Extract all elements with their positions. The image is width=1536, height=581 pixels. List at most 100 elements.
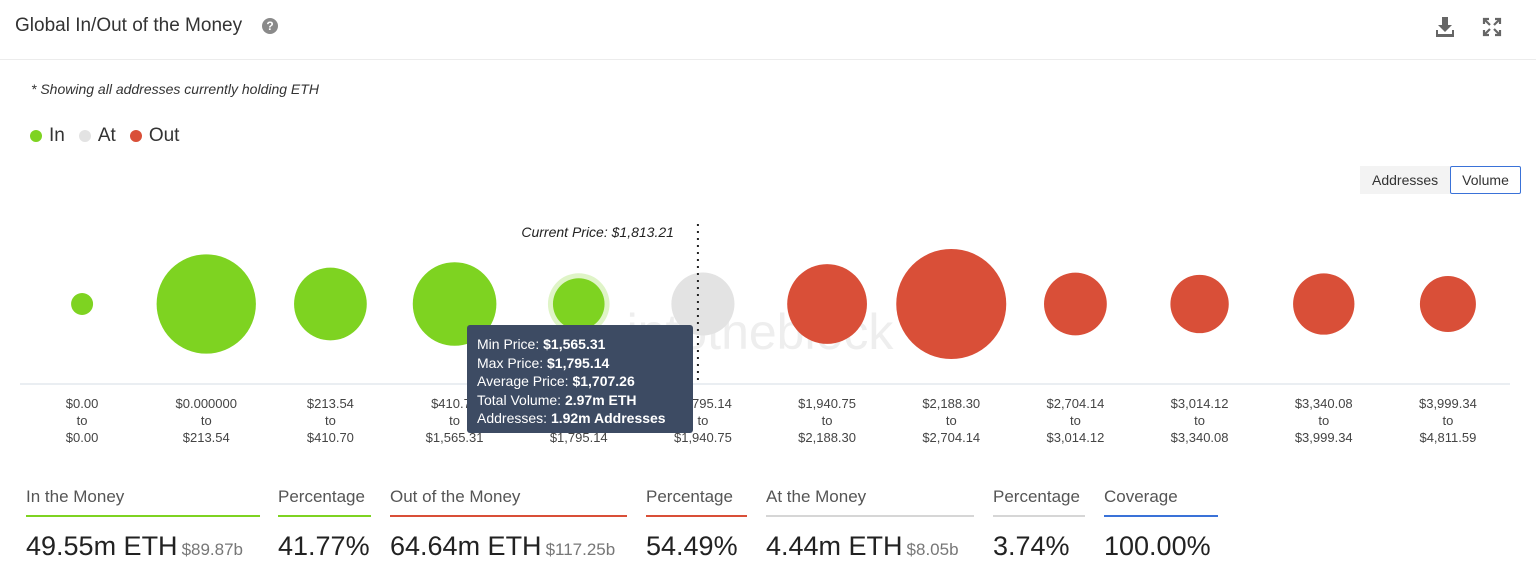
tooltip-avg-label: Average Price: xyxy=(477,373,569,389)
stat-label: Percentage xyxy=(993,484,1085,510)
stat-sub-value: $117.25b xyxy=(546,540,616,559)
legend-item-at[interactable]: At xyxy=(79,125,116,147)
download-icon xyxy=(1433,15,1457,39)
legend: In At Out xyxy=(30,124,179,148)
view-toggle: Addresses Volume xyxy=(1360,166,1521,194)
stat-sub-value: $8.05b xyxy=(907,540,959,559)
in-dot-icon xyxy=(30,130,42,142)
stat-sub-value: $89.87b xyxy=(182,540,243,559)
bubble-in[interactable] xyxy=(157,254,256,353)
bubble-out[interactable] xyxy=(1293,273,1354,334)
tick-label: to xyxy=(449,413,460,428)
tick-label: $2,704.14 xyxy=(1046,396,1104,411)
tooltip-vol-row: Total Volume: 2.97m ETH xyxy=(477,391,683,410)
stat-value-row: 49.55m ETH $89.87b xyxy=(26,531,260,562)
tick-label: to xyxy=(325,413,336,428)
stat-in-percentage: Percentage 41.77% xyxy=(278,484,371,562)
stat-label: Out of the Money xyxy=(390,484,627,510)
legend-label-out: Out xyxy=(149,125,180,147)
stat-value: 64.64m ETH xyxy=(390,531,542,561)
tooltip-min-value: $1,565.31 xyxy=(543,336,605,352)
stat-bar xyxy=(993,515,1085,517)
tick-label: $0.00 xyxy=(66,430,99,445)
stat-label: In the Money xyxy=(26,484,260,510)
stat-value: 4.44m ETH xyxy=(766,531,903,561)
stat-out-percentage: Percentage 54.49% xyxy=(646,484,747,562)
tick-label: to xyxy=(1194,413,1205,428)
tooltip-max-row: Max Price: $1,795.14 xyxy=(477,354,683,373)
legend-label-at: At xyxy=(98,125,116,147)
stat-value-row: 64.64m ETH $117.25b xyxy=(390,531,627,562)
tick-label: $3,340.08 xyxy=(1171,430,1229,445)
out-dot-icon xyxy=(130,130,142,142)
tooltip-addr-row: Addresses: 1.92m Addresses xyxy=(477,409,683,428)
stat-value: 41.77% xyxy=(278,531,371,562)
tooltip-avg-row: Average Price: $1,707.26 xyxy=(477,372,683,391)
chart-tooltip: Min Price: $1,565.31 Max Price: $1,795.1… xyxy=(467,325,693,433)
tick-label: to xyxy=(1318,413,1329,428)
bubble-out[interactable] xyxy=(1170,275,1228,333)
tick-label: $2,188.30 xyxy=(798,430,856,445)
tick-label: $213.54 xyxy=(307,396,354,411)
help-icon[interactable]: ? xyxy=(262,18,278,34)
stat-bar xyxy=(390,515,627,517)
bubble-in[interactable] xyxy=(71,293,93,315)
page-title: Global In/Out of the Money xyxy=(15,15,242,37)
stat-bar xyxy=(278,515,371,517)
bubble-out[interactable] xyxy=(1420,276,1476,332)
stat-value: 100.00% xyxy=(1104,531,1218,562)
tick-label: $2,704.14 xyxy=(922,430,980,445)
volume-toggle-button[interactable]: Volume xyxy=(1450,166,1521,194)
stat-value: 49.55m ETH xyxy=(26,531,178,561)
tick-label: $213.54 xyxy=(183,430,230,445)
tick-label: $3,014.12 xyxy=(1046,430,1104,445)
bubble-out[interactable] xyxy=(896,249,1006,359)
tooltip-min-label: Min Price: xyxy=(477,336,539,352)
bubble-out[interactable] xyxy=(1044,273,1107,336)
tick-label: to xyxy=(1442,413,1453,428)
addresses-toggle-button[interactable]: Addresses xyxy=(1360,166,1450,194)
stat-bar xyxy=(26,515,260,517)
tick-label: $3,014.12 xyxy=(1171,396,1229,411)
stat-value: 3.74% xyxy=(993,531,1085,562)
tooltip-vol-label: Total Volume: xyxy=(477,392,561,408)
download-button[interactable] xyxy=(1433,15,1457,39)
tick-label: to xyxy=(822,413,833,428)
tick-label: to xyxy=(1070,413,1081,428)
legend-item-in[interactable]: In xyxy=(30,125,65,147)
tick-label: $3,999.34 xyxy=(1295,430,1353,445)
tick-label: to xyxy=(77,413,88,428)
tooltip-addr-value: 1.92m Addresses xyxy=(551,410,666,426)
tick-label: $1,940.75 xyxy=(798,396,856,411)
tick-label: to xyxy=(946,413,957,428)
legend-item-out[interactable]: Out xyxy=(130,125,180,147)
tick-label: $0.00 xyxy=(66,396,99,411)
tooltip-max-label: Max Price: xyxy=(477,355,543,371)
tick-label: to xyxy=(201,413,212,428)
bubble-out[interactable] xyxy=(787,264,867,344)
stat-label: Coverage xyxy=(1104,484,1218,510)
stat-bar xyxy=(766,515,974,517)
stat-label: Percentage xyxy=(646,484,747,510)
stat-value: 54.49% xyxy=(646,531,747,562)
bubble-in[interactable] xyxy=(294,268,367,341)
stat-coverage: Coverage 100.00% xyxy=(1104,484,1218,562)
stat-at-percentage: Percentage 3.74% xyxy=(993,484,1085,562)
tooltip-max-value: $1,795.14 xyxy=(547,355,609,371)
at-dot-icon xyxy=(79,130,91,142)
stat-label: At the Money xyxy=(766,484,974,510)
tick-label: $410.70 xyxy=(307,430,354,445)
chart-header: Global In/Out of the Money ? xyxy=(0,0,1536,60)
stat-value-row: 4.44m ETH $8.05b xyxy=(766,531,974,562)
tick-label: $3,999.34 xyxy=(1419,396,1477,411)
stat-at-the-money: At the Money 4.44m ETH $8.05b xyxy=(766,484,974,562)
bubble-in[interactable] xyxy=(553,278,605,330)
stat-out-of-the-money: Out of the Money 64.64m ETH $117.25b xyxy=(390,484,627,562)
bubble-chart: intotheblock$0.00to$0.00$0.000000to$213.… xyxy=(0,200,1536,455)
expand-icon xyxy=(1480,15,1504,39)
stat-bar xyxy=(646,515,747,517)
tooltip-addr-label: Addresses: xyxy=(477,410,547,426)
fullscreen-button[interactable] xyxy=(1480,15,1504,39)
legend-label-in: In xyxy=(49,125,65,147)
holdings-note: * Showing all addresses currently holdin… xyxy=(31,81,319,97)
